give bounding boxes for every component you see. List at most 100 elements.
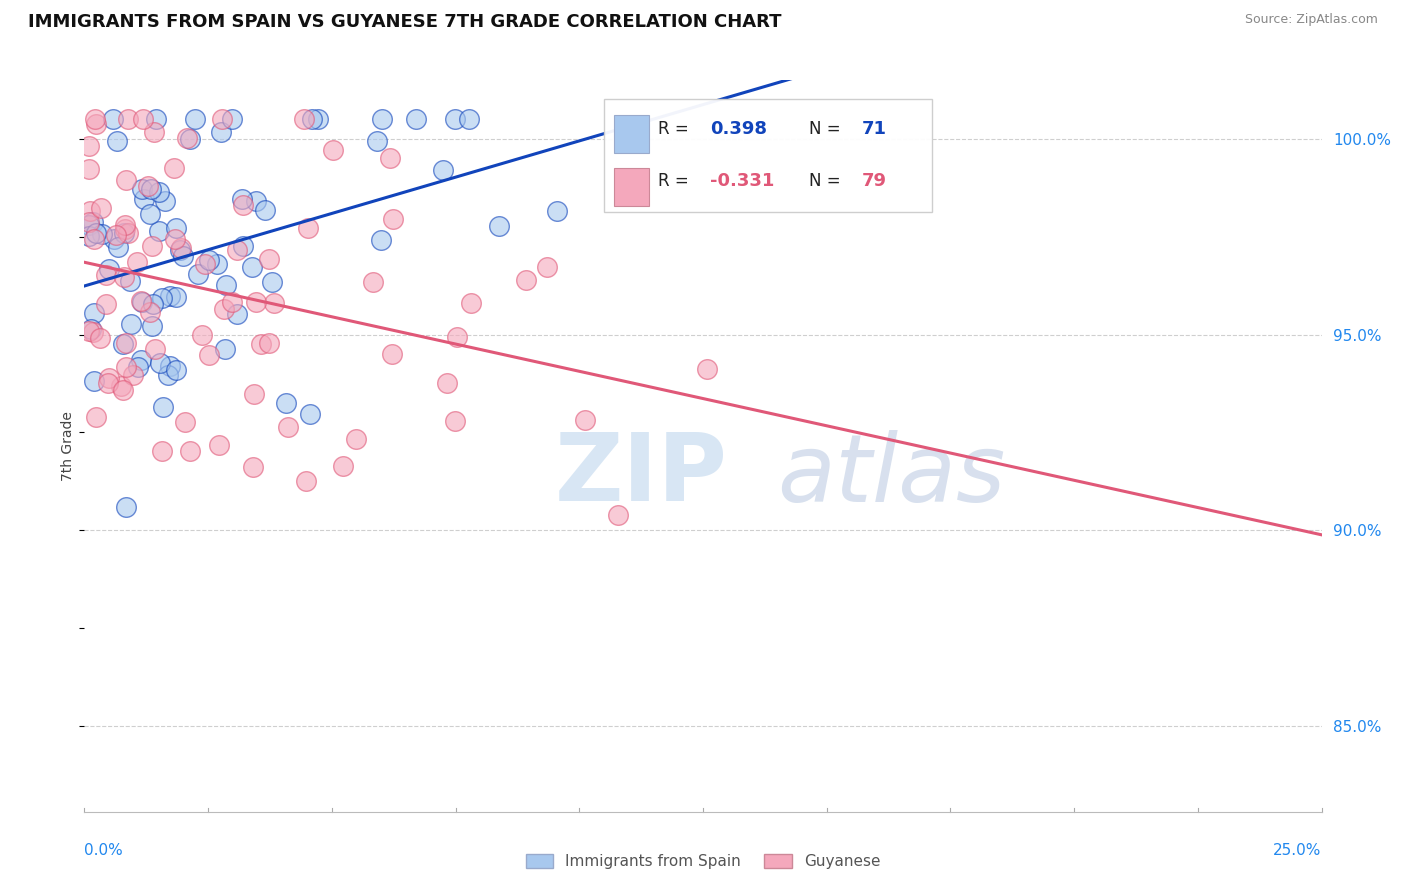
Point	[446, 330, 468, 344]
Text: R =: R =	[658, 120, 695, 138]
Point	[110, 378, 132, 392]
Point	[142, 125, 165, 139]
Text: IMMIGRANTS FROM SPAIN VS GUYANESE 7TH GRADE CORRELATION CHART: IMMIGRANTS FROM SPAIN VS GUYANESE 7TH GR…	[28, 13, 782, 31]
Point	[292, 112, 315, 127]
Point	[460, 296, 482, 310]
Point	[112, 226, 135, 240]
Point	[436, 376, 458, 390]
Point	[89, 331, 111, 345]
Point	[488, 219, 510, 234]
Point	[165, 290, 187, 304]
Point	[381, 347, 404, 361]
Point	[131, 182, 153, 196]
Point	[298, 407, 321, 421]
Point	[84, 117, 107, 131]
Y-axis label: 7th Grade: 7th Grade	[62, 411, 76, 481]
Point	[159, 359, 181, 374]
Legend: Immigrants from Spain, Guyanese: Immigrants from Spain, Guyanese	[520, 848, 886, 875]
Point	[214, 342, 236, 356]
Point	[149, 356, 172, 370]
Point	[131, 112, 153, 127]
Point	[194, 257, 217, 271]
Point	[142, 297, 165, 311]
Point	[198, 252, 221, 267]
Point	[444, 414, 467, 428]
Point	[101, 112, 124, 127]
Text: 0.0%: 0.0%	[84, 843, 124, 858]
Point	[205, 257, 228, 271]
Point	[165, 232, 187, 246]
Point	[260, 275, 283, 289]
Point	[139, 207, 162, 221]
Point	[226, 307, 249, 321]
Point	[179, 444, 201, 458]
Point	[145, 112, 167, 127]
Point	[148, 185, 170, 199]
Point	[250, 336, 273, 351]
Point	[257, 336, 280, 351]
Point	[221, 295, 243, 310]
Point	[169, 244, 191, 258]
Point	[259, 252, 281, 266]
Text: Source: ZipAtlas.com: Source: ZipAtlas.com	[1244, 13, 1378, 27]
Point	[208, 438, 231, 452]
Text: 0.398: 0.398	[710, 120, 768, 138]
Point	[184, 112, 207, 127]
Point	[165, 363, 187, 377]
Point	[79, 215, 101, 229]
Point	[79, 218, 101, 232]
Point	[170, 241, 193, 255]
Point	[156, 368, 179, 383]
Point	[148, 224, 170, 238]
Point	[165, 221, 187, 235]
Point	[115, 173, 138, 187]
Point	[574, 413, 596, 427]
FancyBboxPatch shape	[614, 169, 648, 206]
Point	[103, 231, 125, 245]
Point	[120, 274, 142, 288]
Point	[86, 226, 108, 240]
Point	[361, 276, 384, 290]
Point	[121, 368, 143, 382]
Point	[176, 130, 198, 145]
FancyBboxPatch shape	[614, 115, 648, 153]
Point	[83, 112, 105, 127]
Point	[307, 112, 329, 127]
Point	[141, 319, 163, 334]
Point	[117, 226, 139, 240]
Point	[344, 432, 367, 446]
Point	[301, 112, 323, 127]
FancyBboxPatch shape	[605, 99, 932, 212]
Point	[458, 112, 481, 127]
Point	[444, 112, 467, 127]
Point	[115, 500, 138, 515]
Point	[515, 273, 537, 287]
Point	[82, 325, 104, 339]
Point	[274, 395, 297, 409]
Text: N =: N =	[810, 172, 846, 190]
Point	[179, 132, 201, 146]
Text: 25.0%: 25.0%	[1274, 843, 1322, 858]
Point	[295, 474, 318, 488]
Point	[191, 328, 214, 343]
Point	[378, 151, 401, 165]
Point	[97, 376, 120, 390]
Point	[242, 387, 264, 401]
Point	[242, 459, 264, 474]
Point	[152, 401, 174, 415]
Point	[132, 192, 155, 206]
Point	[607, 508, 630, 522]
Point	[94, 268, 117, 282]
Point	[536, 260, 558, 274]
Point	[159, 289, 181, 303]
Point	[114, 222, 136, 236]
Point	[277, 419, 299, 434]
Point	[366, 134, 388, 148]
Point	[546, 204, 568, 219]
Point	[79, 138, 101, 153]
Point	[114, 218, 136, 232]
Point	[370, 233, 392, 247]
Point	[381, 211, 404, 226]
Point	[90, 201, 112, 215]
Point	[79, 229, 101, 244]
